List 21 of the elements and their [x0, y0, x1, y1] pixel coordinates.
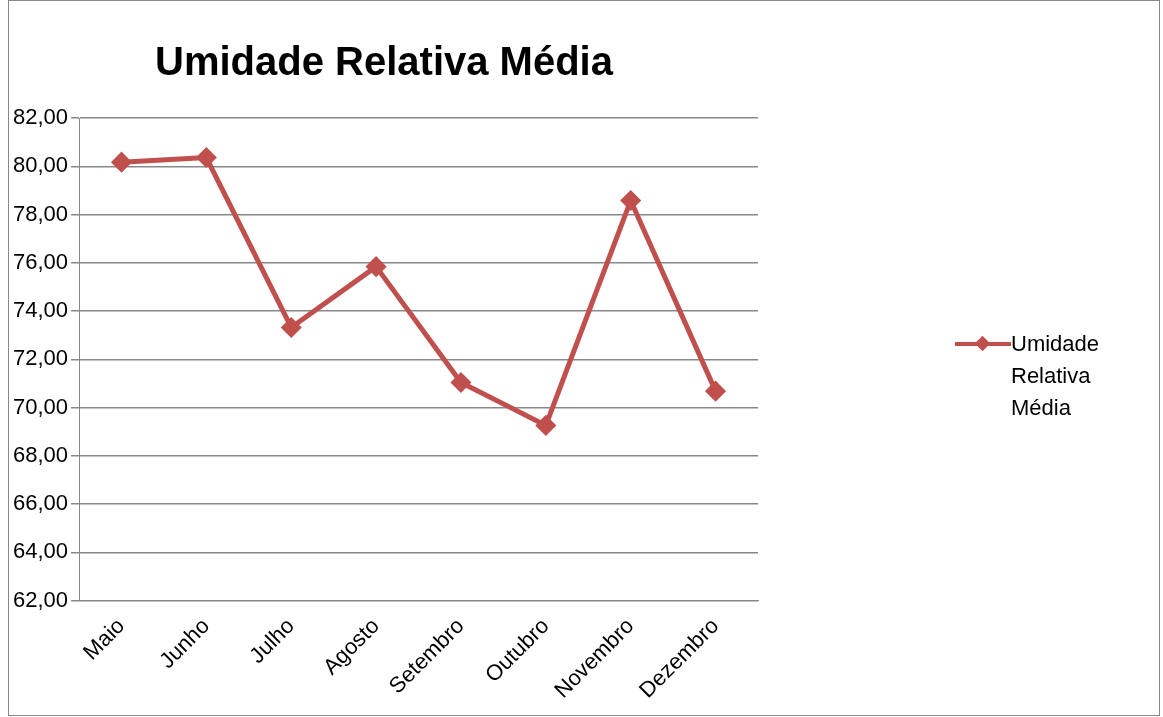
point — [536, 415, 556, 435]
y-tick-label: 64,00 — [12, 538, 69, 564]
y-tick-label: 72,00 — [12, 345, 69, 371]
y-tick-label: 82,00 — [12, 104, 69, 130]
y-tick-label: 68,00 — [12, 441, 69, 467]
y-tick-label: 74,00 — [12, 297, 69, 323]
point — [111, 152, 131, 172]
y-tick-label: 76,00 — [12, 248, 69, 274]
y-tick-label: 62,00 — [12, 586, 69, 612]
y-tick-label: 78,00 — [12, 200, 69, 226]
chart-title: Umidade Relativa Média — [155, 39, 614, 84]
point — [451, 372, 471, 392]
point — [281, 317, 301, 337]
y-tick-label: 66,00 — [12, 490, 69, 516]
point — [621, 191, 641, 211]
y-tick-label: 80,00 — [12, 152, 69, 178]
legend-label: Umidade Relativa Média — [1011, 330, 1101, 422]
point — [196, 148, 216, 168]
point — [706, 381, 726, 401]
point — [366, 257, 386, 277]
y-tick-label: 70,00 — [12, 393, 69, 419]
